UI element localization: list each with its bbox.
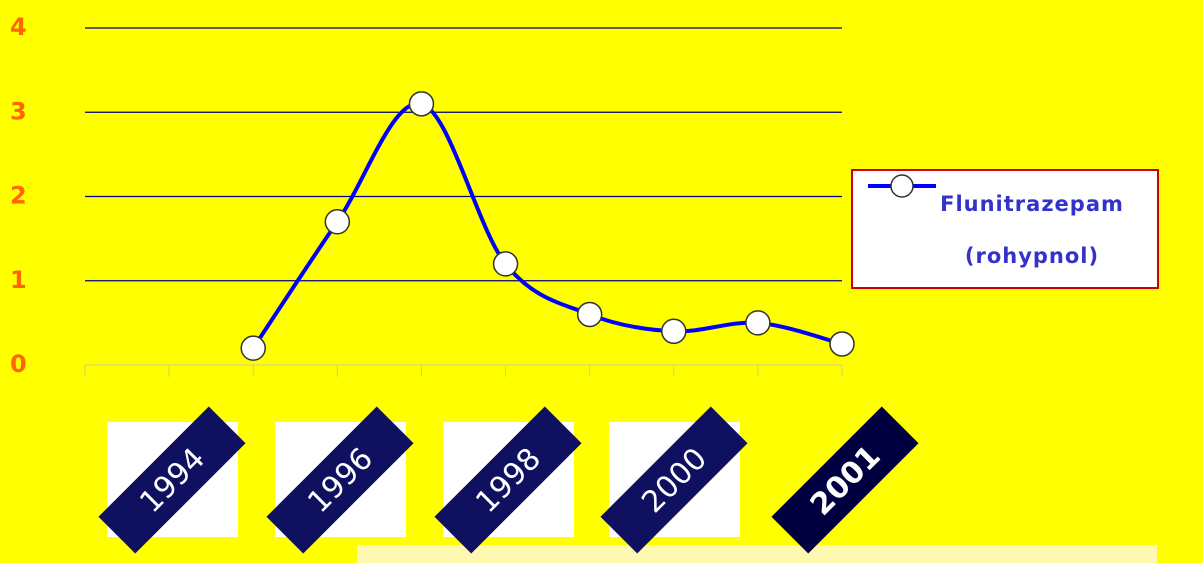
y-tick-label: 4 [10, 13, 27, 41]
point [324, 209, 351, 235]
point [661, 318, 687, 345]
badge-band [266, 406, 414, 554]
point [829, 331, 855, 357]
badge-band [98, 406, 246, 554]
y-tick-label: 0 [10, 350, 27, 378]
legend-swatch-marker [890, 174, 914, 198]
point [576, 301, 603, 328]
footer-strip [357, 545, 1157, 563]
point [745, 310, 771, 336]
point [492, 251, 519, 277]
badge-band [434, 406, 582, 554]
point [240, 335, 266, 361]
badge-band [600, 406, 748, 554]
point [408, 91, 435, 117]
y-tick-label: 3 [10, 97, 27, 125]
y-tick-label: 1 [10, 266, 27, 294]
legend-label: Flunitrazepam (rohypnol) [940, 192, 1124, 268]
badge-band [771, 406, 919, 554]
year-badge: 2001 [771, 406, 919, 554]
y-tick-label: 2 [10, 182, 27, 210]
